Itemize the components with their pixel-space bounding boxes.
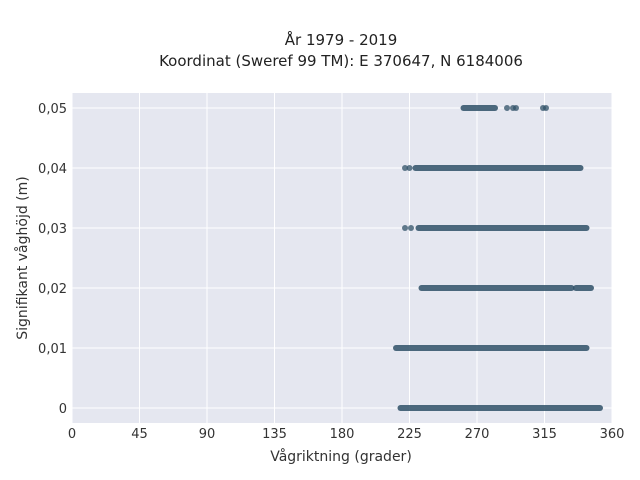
y-axis-tick-labels: 0 0,01 0,02 0,03 0,04 0,05 (38, 102, 67, 417)
data-point (504, 105, 510, 111)
data-point (402, 225, 408, 231)
x-tick-label: 360 (600, 427, 625, 442)
data-point (513, 105, 519, 111)
y-tick-label: 0,01 (38, 342, 67, 357)
x-tick-label: 225 (397, 427, 422, 442)
data-point (406, 165, 413, 171)
y-tick-label: 0,02 (38, 282, 67, 297)
x-axis-label: Vågriktning (grader) (270, 448, 412, 465)
grid-lines (71, 93, 613, 423)
data-point-cluster (573, 285, 594, 291)
x-tick-label: 90 (199, 427, 216, 442)
x-tick-label: 135 (262, 427, 287, 442)
data-points (393, 105, 603, 411)
data-point-cluster (460, 105, 498, 111)
y-tick-label: 0,05 (38, 102, 67, 117)
x-tick-label: 180 (330, 427, 355, 442)
data-point (402, 165, 408, 171)
data-point-cluster (397, 405, 603, 411)
data-point-cluster (412, 165, 584, 171)
y-axis-label: Signifikant våghöjd (m) (14, 176, 31, 339)
data-point-cluster (418, 285, 575, 291)
x-tick-label: 45 (131, 427, 148, 442)
data-point-cluster (393, 345, 590, 351)
x-tick-label: 0 (68, 427, 76, 442)
x-axis-tick-labels: 0 45 90 135 180 225 270 315 360 (68, 427, 625, 442)
data-point (408, 225, 414, 231)
data-point-cluster (415, 225, 590, 231)
y-tick-label: 0,04 (38, 162, 67, 177)
x-tick-label: 315 (532, 427, 557, 442)
x-tick-label: 270 (465, 427, 490, 442)
y-tick-label: 0,03 (38, 222, 67, 237)
chart-title: År 1979 - 2019 (285, 30, 398, 49)
chart-subtitle: Koordinat (Sweref 99 TM): E 370647, N 61… (159, 52, 523, 70)
y-tick-label: 0 (59, 402, 67, 417)
data-point (543, 105, 549, 111)
